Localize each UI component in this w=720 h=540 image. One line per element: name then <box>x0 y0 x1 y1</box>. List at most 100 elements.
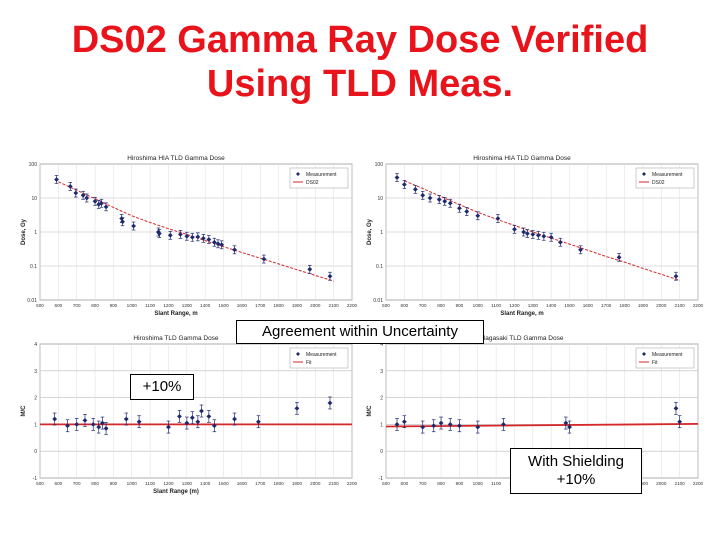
data-point <box>567 424 572 430</box>
data-point <box>120 219 125 225</box>
data-point <box>200 235 206 241</box>
x-tick-label: 2200 <box>693 303 704 308</box>
agreement-callout-text: Agreement within Uncertainty <box>262 323 458 340</box>
data-point <box>74 422 80 427</box>
x-tick-label: 2100 <box>675 481 686 486</box>
data-point <box>189 415 195 421</box>
legend-entry: Fit <box>306 360 312 366</box>
slide-title-line-1: DS02 Gamma Ray Dose Verified <box>71 19 649 61</box>
x-tick-label: 1600 <box>583 303 594 308</box>
x-tick-label: 800 <box>437 481 445 486</box>
data-point <box>464 209 470 214</box>
y-tick-label: 4 <box>34 342 37 348</box>
data-point <box>131 223 136 229</box>
legend <box>635 167 695 189</box>
data-point <box>294 405 300 411</box>
y-tick-label: 2 <box>34 396 37 402</box>
x-tick-label: 2100 <box>329 481 340 486</box>
plus-ten-percent-text: +10% <box>142 378 182 395</box>
shielding-callout-line-2: +10% <box>556 471 596 488</box>
legend-entry: DS02 <box>306 180 319 186</box>
x-tick-label: 1600 <box>237 303 248 308</box>
data-point <box>167 232 173 238</box>
data-point <box>512 226 517 232</box>
data-point <box>307 266 313 272</box>
x-tick-label: 1100 <box>145 303 155 308</box>
x-tick-label: 900 <box>110 303 118 308</box>
y-tick-label: 0.1 <box>376 264 383 270</box>
data-point <box>457 205 462 211</box>
y-tick-label: 100 <box>375 162 384 168</box>
x-tick-label: 2000 <box>656 303 667 308</box>
x-tick-label: 1900 <box>292 303 303 308</box>
x-tick-label: 1400 <box>200 303 211 308</box>
data-point <box>578 247 583 253</box>
x-tick-label: 1200 <box>163 303 174 308</box>
legend <box>635 347 695 369</box>
data-point <box>501 422 506 427</box>
y-tick-label: 0.01 <box>27 298 37 304</box>
x-tick-label: 2200 <box>693 481 704 486</box>
data-point <box>420 424 426 430</box>
x-tick-label: 1900 <box>292 481 303 486</box>
data-point <box>563 420 569 426</box>
y-tick-label: 10 <box>377 196 383 202</box>
x-tick-label: 700 <box>73 481 81 486</box>
y-axis-label: Dose, Gy <box>21 218 27 245</box>
y-axis-label: M/C <box>367 405 373 417</box>
data-point <box>327 273 333 279</box>
data-point <box>521 229 527 235</box>
chart-title: Hiroshima HIA TLD Gamma Dose <box>473 155 571 162</box>
y-tick-label: 4 <box>380 342 383 348</box>
chart-title: Hiroshima TLD Gamma Dose <box>133 335 219 342</box>
x-tick-label: 1000 <box>473 481 484 486</box>
x-tick-label: 1100 <box>145 481 155 486</box>
legend-marker <box>296 172 300 176</box>
data-point <box>103 204 109 210</box>
y-tick-label: 1 <box>34 422 37 428</box>
x-tick-label: 1700 <box>255 481 266 486</box>
data-point <box>96 424 102 430</box>
data-point <box>54 177 59 182</box>
x-tick-label: 1300 <box>182 303 193 308</box>
x-tick-label: 1500 <box>218 303 229 308</box>
data-point <box>211 423 217 429</box>
y-tick-label: 0.1 <box>30 264 37 270</box>
x-tick-label: 1000 <box>127 303 138 308</box>
legend-entry: Fit <box>652 360 658 366</box>
data-point <box>65 423 70 429</box>
data-point <box>178 231 183 237</box>
data-point <box>177 413 182 419</box>
data-point <box>195 419 201 425</box>
data-point <box>189 234 195 240</box>
data-point <box>457 423 462 429</box>
chart-title: Nagasaki TLD Gamma Dose <box>481 335 564 342</box>
chart-title: Hiroshima HIA TLD Gamma Dose <box>127 155 225 162</box>
legend-entry: Measurement <box>652 172 683 178</box>
data-point <box>136 419 142 425</box>
x-tick-label: 1400 <box>200 481 211 486</box>
x-tick-label: 1700 <box>255 303 266 308</box>
data-point <box>84 195 90 201</box>
data-point <box>673 405 679 411</box>
legend-entry: Measurement <box>652 352 683 358</box>
data-point <box>677 419 683 425</box>
data-point <box>394 422 400 427</box>
data-point <box>673 273 679 279</box>
x-tick-label: 800 <box>91 481 99 486</box>
x-tick-label: 500 <box>36 481 44 486</box>
x-tick-label: 900 <box>456 303 464 308</box>
x-tick-label: 2000 <box>310 303 321 308</box>
data-point <box>394 175 400 180</box>
legend <box>289 167 349 189</box>
x-tick-label: 2200 <box>347 303 358 308</box>
x-axis-label: Slant Range, m <box>154 311 197 317</box>
data-point <box>420 192 426 198</box>
x-tick-label: 1200 <box>509 303 520 308</box>
data-point <box>530 231 536 237</box>
data-point <box>232 416 237 422</box>
data-point <box>436 197 442 202</box>
data-point <box>327 400 333 406</box>
y-tick-label: 1 <box>380 422 383 428</box>
